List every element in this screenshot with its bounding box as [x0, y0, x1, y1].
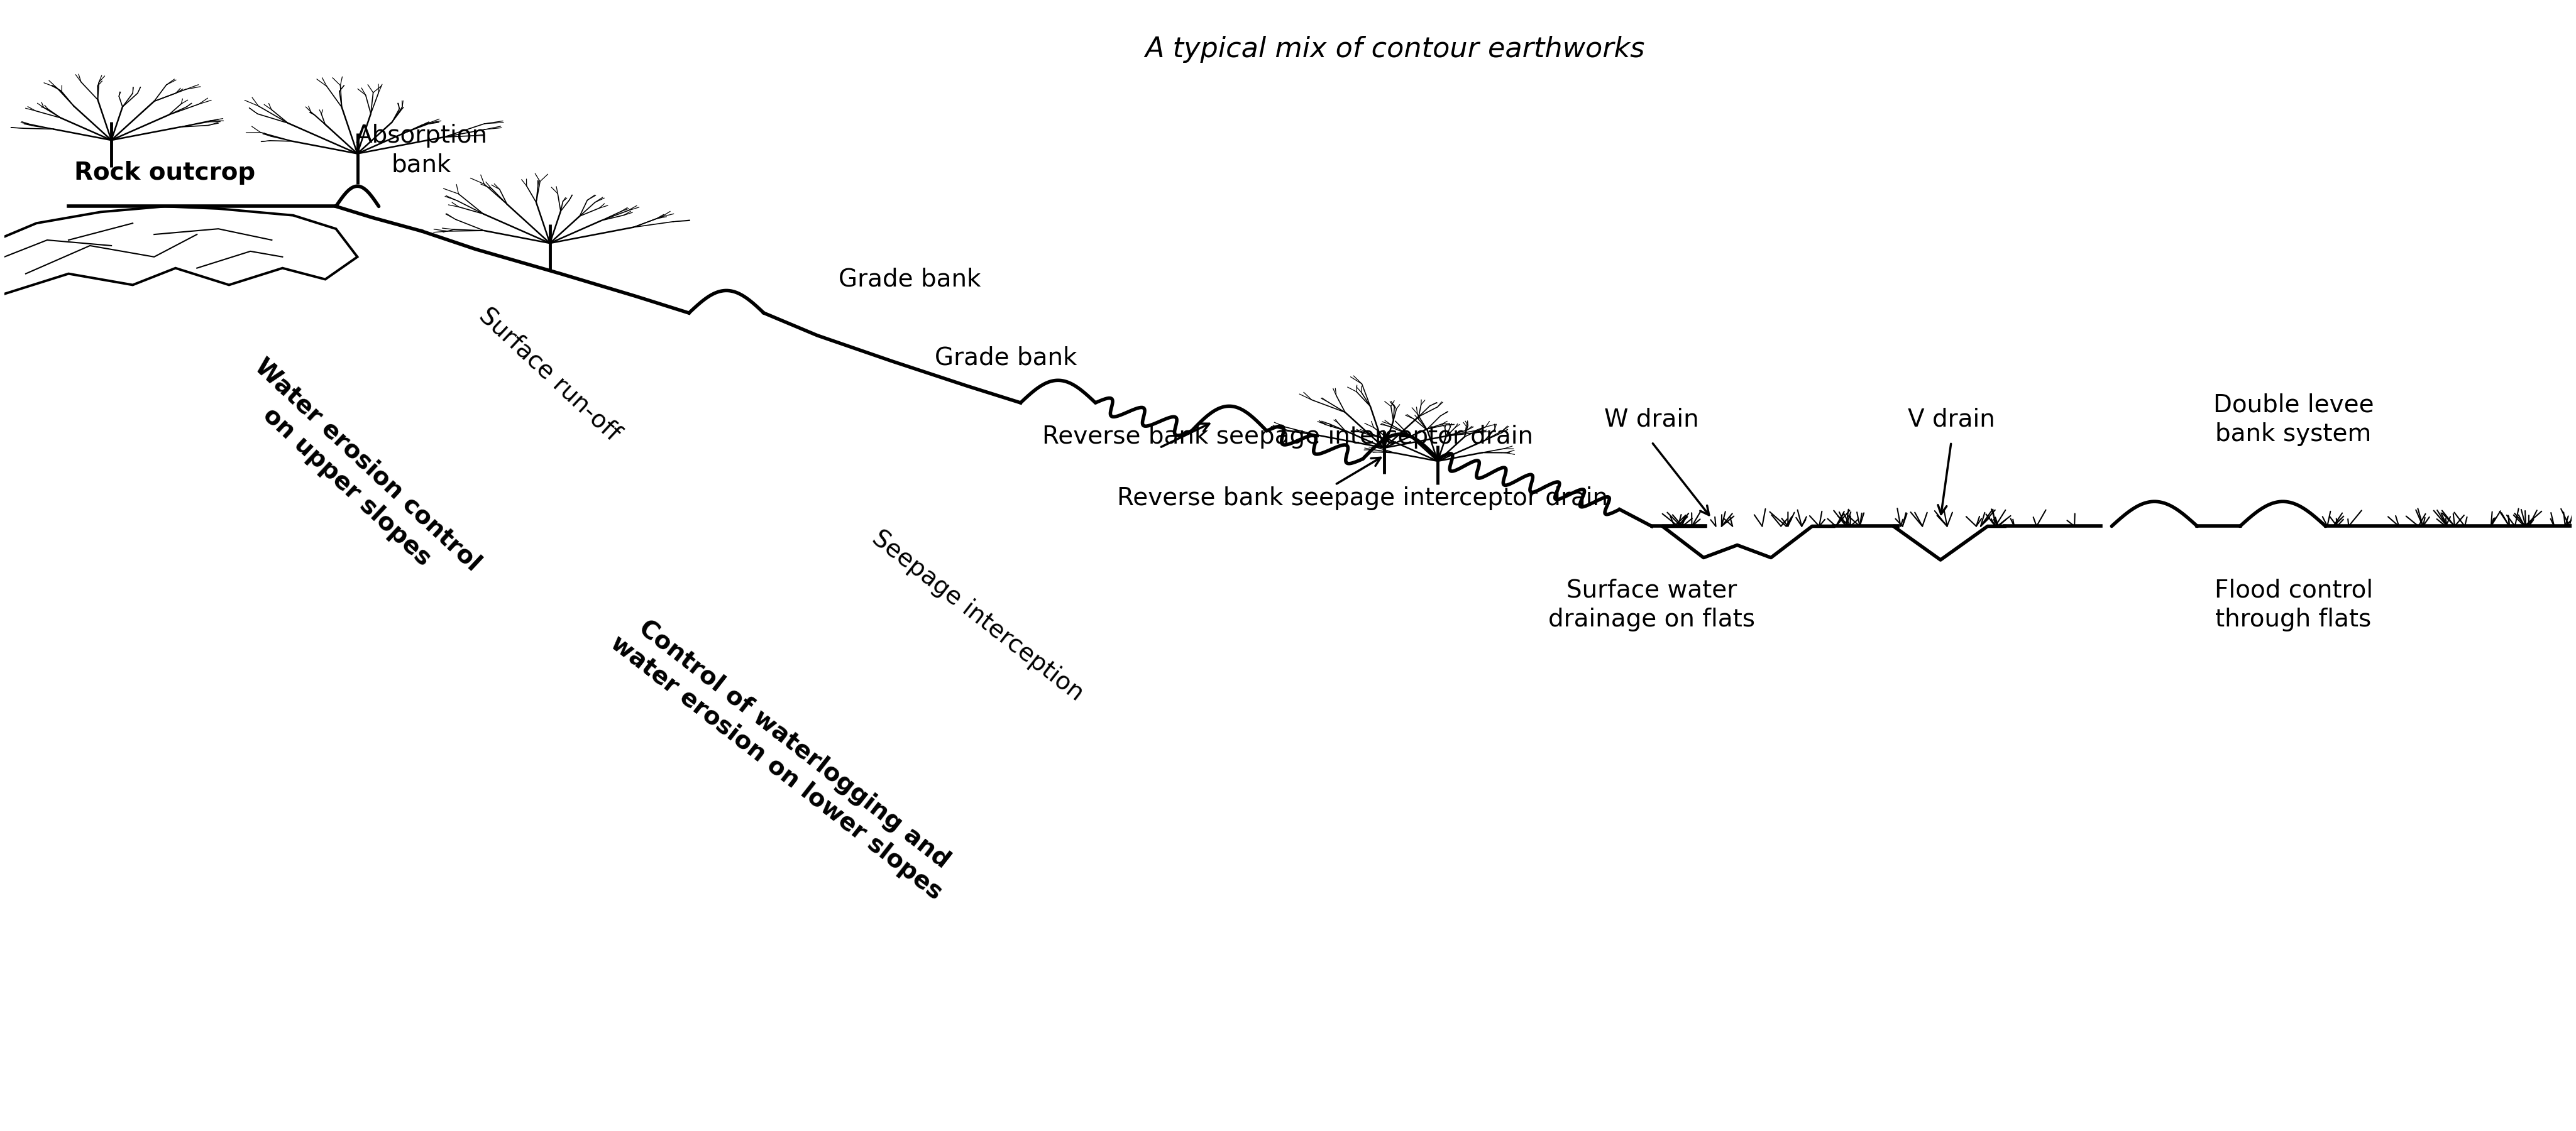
Text: W drain: W drain [1605, 407, 1700, 432]
Text: Surface run-off: Surface run-off [474, 303, 626, 446]
Text: Double levee
bank system: Double levee bank system [2213, 392, 2375, 447]
Text: Water erosion control
on upper slopes: Water erosion control on upper slopes [229, 354, 484, 597]
Text: Rock outcrop: Rock outcrop [75, 161, 255, 184]
Text: Absorption
bank: Absorption bank [355, 123, 487, 176]
Text: Seepage interception: Seepage interception [868, 526, 1087, 706]
Text: Surface water
drainage on flats: Surface water drainage on flats [1548, 578, 1754, 631]
Text: Grade bank: Grade bank [935, 346, 1077, 370]
Text: Flood control
through flats: Flood control through flats [2215, 578, 2372, 631]
Text: Grade bank: Grade bank [840, 267, 981, 292]
Text: Control of waterlogging and
water erosion on lower slopes: Control of waterlogging and water erosio… [605, 607, 966, 905]
Text: V drain: V drain [1909, 407, 1994, 432]
Text: Reverse bank seepage interceptor drain: Reverse bank seepage interceptor drain [1118, 486, 1607, 510]
Text: Reverse bank seepage interceptor drain: Reverse bank seepage interceptor drain [1041, 424, 1533, 448]
Text: A typical mix of contour earthworks: A typical mix of contour earthworks [1144, 36, 1646, 62]
